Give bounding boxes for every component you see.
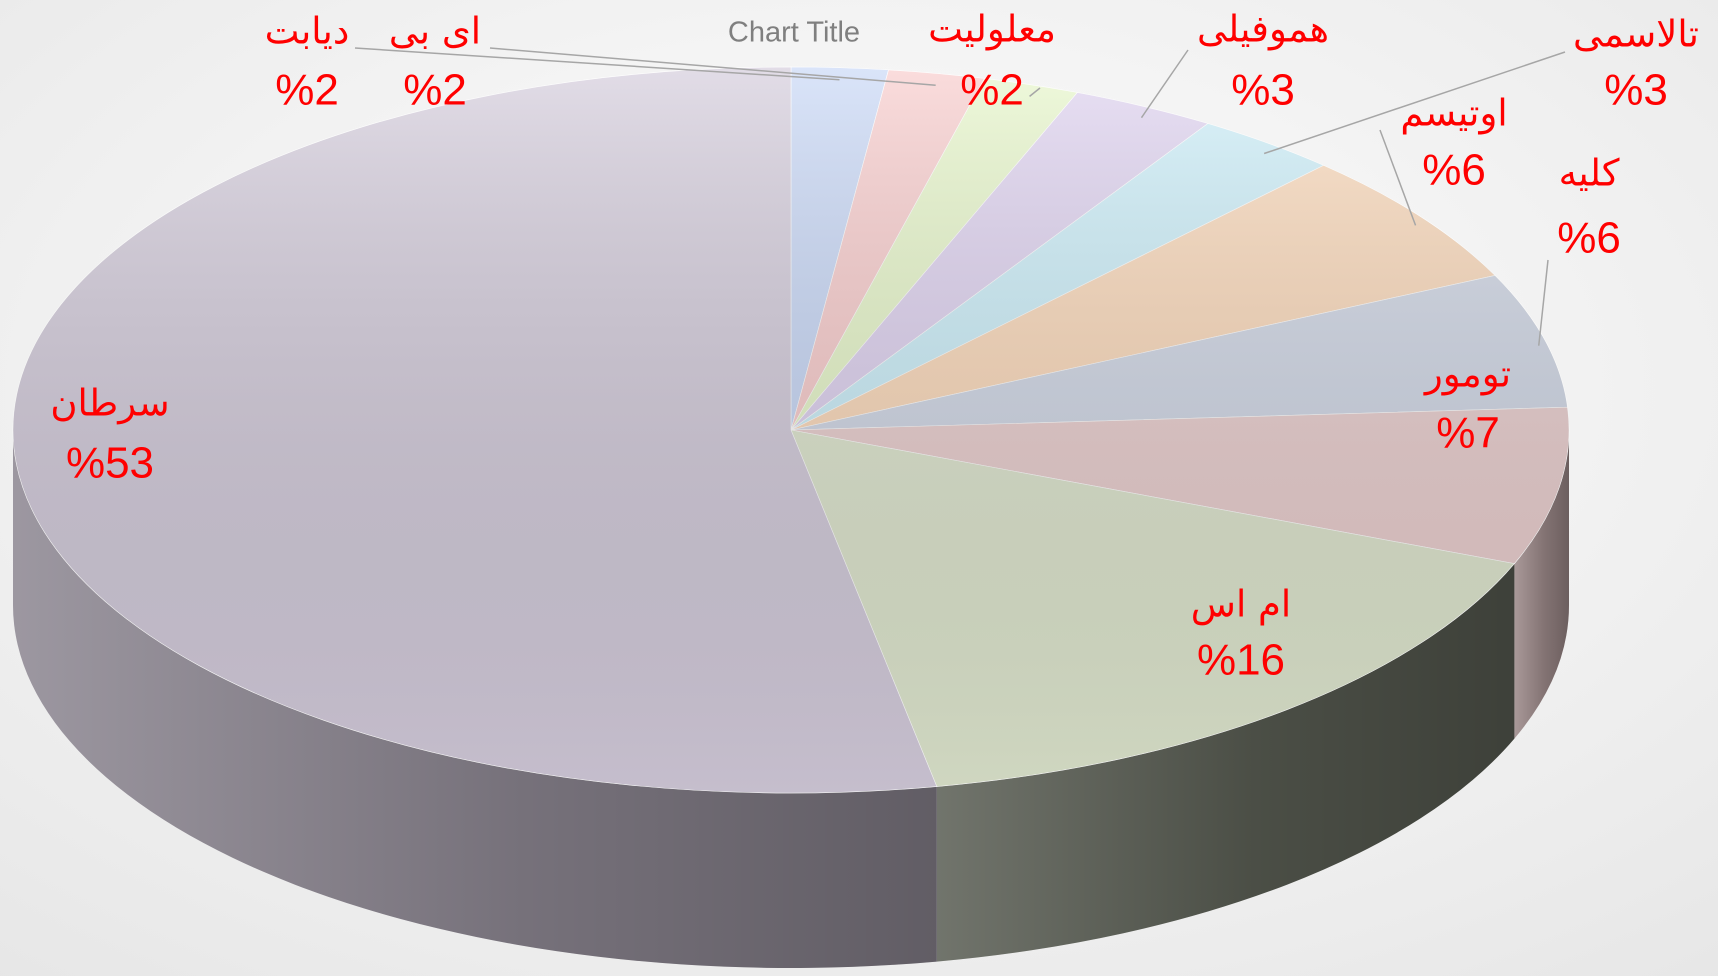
leader-line <box>1029 87 1041 97</box>
leader-line <box>1379 129 1417 226</box>
side-shade <box>936 563 1515 962</box>
data-label-value: %2 <box>403 66 467 115</box>
side-shade <box>1514 430 1569 739</box>
data-label-value: %3 <box>1231 66 1295 115</box>
data-label-value: %16 <box>1197 636 1285 685</box>
leader-line <box>1140 49 1189 119</box>
data-label-value: %2 <box>275 66 339 115</box>
data-label-category: اوتیسم <box>1400 92 1507 135</box>
data-label-value: %53 <box>66 439 154 488</box>
data-label-category: معلولیت <box>928 8 1056 51</box>
side-shade <box>13 430 937 968</box>
data-label-category: دیابت <box>265 10 350 53</box>
data-label-category: کلیه <box>1559 152 1620 195</box>
chart-title: Chart Title <box>728 17 860 49</box>
top-shade <box>13 67 1569 793</box>
data-label-category: هموفیلی <box>1197 8 1329 51</box>
data-label-value: %2 <box>960 66 1024 115</box>
data-label-category: سرطان <box>50 382 169 425</box>
leader-line <box>489 47 936 87</box>
leader-line <box>1538 259 1549 346</box>
data-label-category: تومور <box>1423 353 1511 396</box>
pie <box>12 66 1570 968</box>
data-label-category: تالاسمی <box>1573 13 1699 56</box>
leader-line <box>354 47 840 81</box>
data-label-value: %6 <box>1557 214 1621 263</box>
leader-line <box>1263 51 1566 155</box>
data-label-category: ای بی <box>389 10 481 53</box>
data-label-category: ام اس <box>1191 583 1291 626</box>
data-label-value: %3 <box>1604 66 1668 115</box>
data-label-value: %6 <box>1422 146 1486 195</box>
data-label-value: %7 <box>1436 409 1500 458</box>
